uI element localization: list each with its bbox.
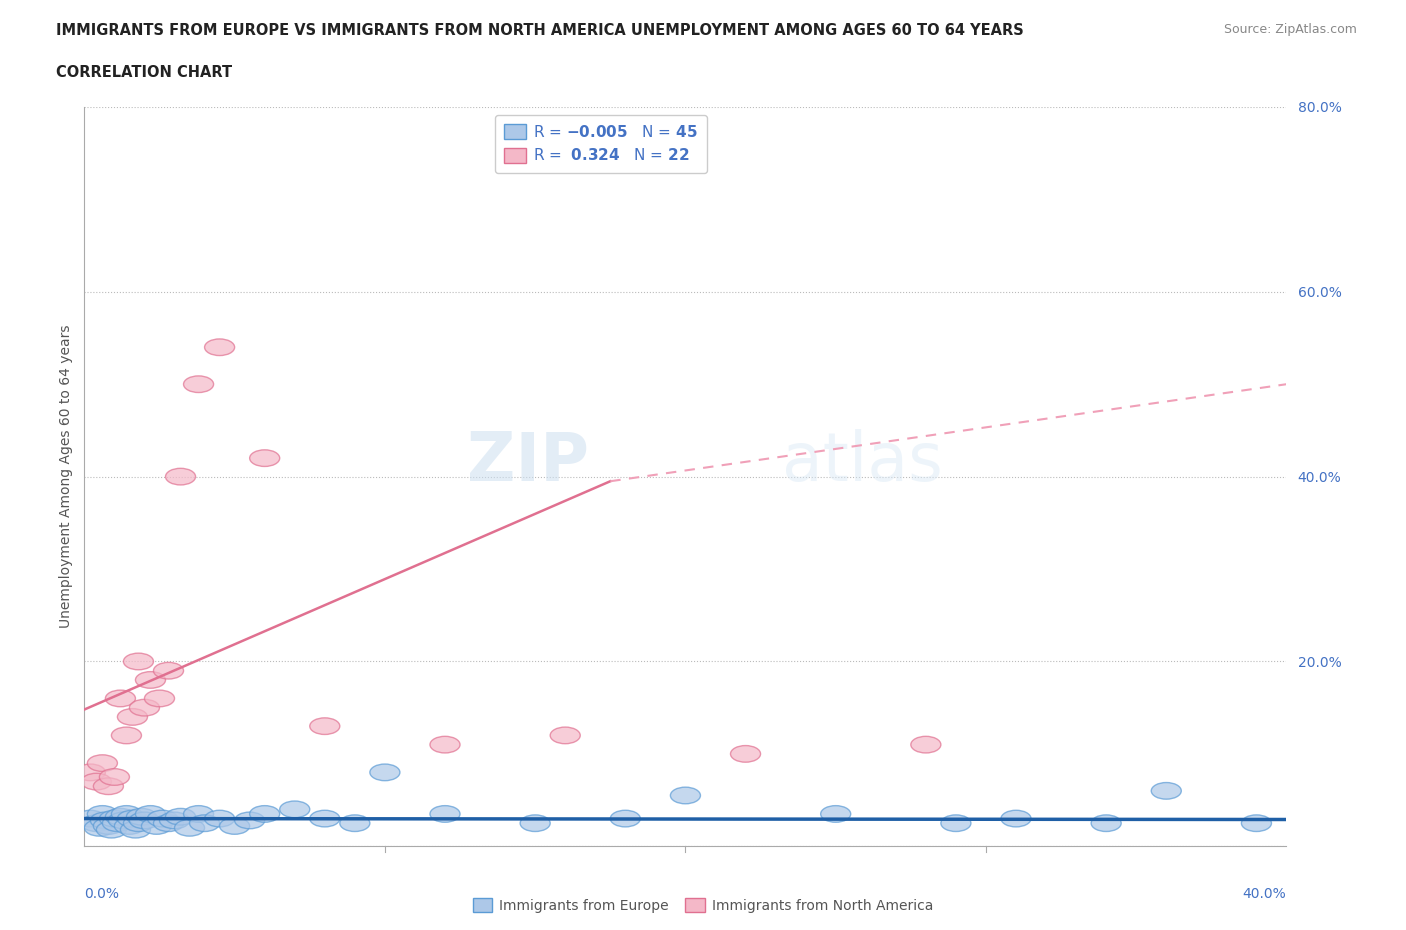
Ellipse shape xyxy=(111,805,142,822)
Ellipse shape xyxy=(370,764,399,780)
Legend: R = $\mathbf{-0.005}$   N = $\mathbf{45}$, R =  $\mathbf{0.324}$   N = $\mathbf{: R = $\mathbf{-0.005}$ N = $\mathbf{45}$,… xyxy=(495,114,707,173)
Ellipse shape xyxy=(82,773,111,790)
Ellipse shape xyxy=(93,817,124,834)
Ellipse shape xyxy=(111,727,142,744)
Ellipse shape xyxy=(153,662,184,679)
Ellipse shape xyxy=(166,469,195,485)
Ellipse shape xyxy=(135,805,166,822)
Ellipse shape xyxy=(142,817,172,834)
Ellipse shape xyxy=(219,817,250,834)
Ellipse shape xyxy=(108,812,138,829)
Ellipse shape xyxy=(90,812,121,829)
Ellipse shape xyxy=(430,805,460,822)
Ellipse shape xyxy=(520,815,550,831)
Ellipse shape xyxy=(145,690,174,707)
Ellipse shape xyxy=(184,376,214,392)
Text: 40.0%: 40.0% xyxy=(1243,887,1286,901)
Ellipse shape xyxy=(174,819,205,836)
Text: atlas: atlas xyxy=(782,429,942,495)
Text: ZIP: ZIP xyxy=(467,429,589,495)
Ellipse shape xyxy=(280,801,309,817)
Ellipse shape xyxy=(129,699,159,716)
Ellipse shape xyxy=(121,821,150,838)
Ellipse shape xyxy=(127,808,156,825)
Ellipse shape xyxy=(166,808,195,825)
Ellipse shape xyxy=(550,727,581,744)
Ellipse shape xyxy=(340,815,370,831)
Ellipse shape xyxy=(84,819,114,836)
Ellipse shape xyxy=(100,810,129,827)
Ellipse shape xyxy=(87,805,118,822)
Ellipse shape xyxy=(250,805,280,822)
Ellipse shape xyxy=(1001,810,1031,827)
Ellipse shape xyxy=(430,737,460,753)
Ellipse shape xyxy=(114,817,145,834)
Ellipse shape xyxy=(105,690,135,707)
Y-axis label: Unemployment Among Ages 60 to 64 years: Unemployment Among Ages 60 to 64 years xyxy=(59,325,73,629)
Ellipse shape xyxy=(76,810,105,827)
Ellipse shape xyxy=(671,787,700,804)
Ellipse shape xyxy=(82,815,111,831)
Ellipse shape xyxy=(190,815,219,831)
Text: CORRELATION CHART: CORRELATION CHART xyxy=(56,65,232,80)
Text: Source: ZipAtlas.com: Source: ZipAtlas.com xyxy=(1223,23,1357,36)
Ellipse shape xyxy=(100,769,129,785)
Ellipse shape xyxy=(184,805,214,822)
Ellipse shape xyxy=(135,671,166,688)
Ellipse shape xyxy=(93,777,124,794)
Text: 0.0%: 0.0% xyxy=(84,887,120,901)
Ellipse shape xyxy=(309,718,340,735)
Ellipse shape xyxy=(118,810,148,827)
Ellipse shape xyxy=(148,810,177,827)
Ellipse shape xyxy=(250,450,280,467)
Ellipse shape xyxy=(129,812,159,829)
Ellipse shape xyxy=(87,755,118,772)
Text: IMMIGRANTS FROM EUROPE VS IMMIGRANTS FROM NORTH AMERICA UNEMPLOYMENT AMONG AGES : IMMIGRANTS FROM EUROPE VS IMMIGRANTS FRO… xyxy=(56,23,1024,38)
Ellipse shape xyxy=(821,805,851,822)
Ellipse shape xyxy=(159,812,190,829)
Ellipse shape xyxy=(124,653,153,670)
Ellipse shape xyxy=(103,815,132,831)
Ellipse shape xyxy=(105,808,135,825)
Ellipse shape xyxy=(97,821,127,838)
Ellipse shape xyxy=(941,815,972,831)
Ellipse shape xyxy=(1152,782,1181,799)
Ellipse shape xyxy=(124,815,153,831)
Ellipse shape xyxy=(1091,815,1121,831)
Ellipse shape xyxy=(205,810,235,827)
Ellipse shape xyxy=(911,737,941,753)
Ellipse shape xyxy=(1241,815,1271,831)
Ellipse shape xyxy=(118,709,148,725)
Ellipse shape xyxy=(153,815,184,831)
Ellipse shape xyxy=(235,812,264,829)
Legend: Immigrants from Europe, Immigrants from North America: Immigrants from Europe, Immigrants from … xyxy=(467,893,939,919)
Ellipse shape xyxy=(205,339,235,355)
Ellipse shape xyxy=(731,746,761,763)
Ellipse shape xyxy=(309,810,340,827)
Ellipse shape xyxy=(76,764,105,780)
Ellipse shape xyxy=(610,810,640,827)
